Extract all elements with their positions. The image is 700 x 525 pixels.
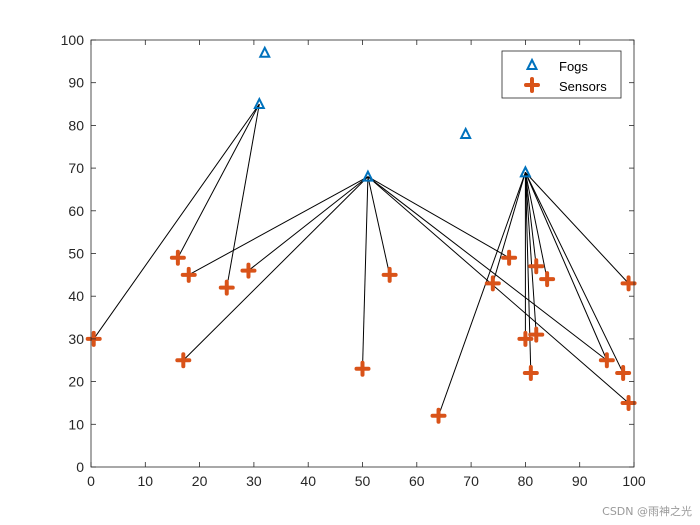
x-tick-label-2: 20 [192,473,208,489]
x-tick-label-10: 100 [622,473,646,489]
sensor-point-8 [430,407,447,424]
x-tick-label-0: 0 [87,473,95,489]
sensor-point-19 [620,275,637,292]
links-layer [93,103,629,416]
sensor-point-10 [501,249,518,266]
link-line-17 [524,172,548,280]
y-tick-label-5: 50 [68,246,84,262]
legend-sensors-label: Sensors [559,79,607,94]
y-tick-label-7: 70 [68,160,84,176]
sensor-point-9 [484,275,501,292]
link-line-16 [524,172,537,267]
legend-fogs-marker [525,57,539,70]
y-tick-label-9: 90 [68,75,84,91]
sensor-point-6 [354,360,371,377]
link-line-5 [248,176,369,271]
legend-box [501,50,622,99]
sensor-point-15 [539,271,556,288]
fog-point-1 [258,45,271,58]
sensor-point-4 [218,279,235,296]
y-tick-label-6: 60 [68,203,84,219]
sensor-point-17 [615,365,632,382]
link-line-4 [188,176,369,276]
x-tick-label-8: 80 [518,473,534,489]
sensor-point-11 [517,330,534,347]
link-line-3 [182,176,369,361]
sensor-point-12 [522,365,539,382]
legend: Fogs Sensors [501,50,622,99]
fog-point-0 [253,96,266,110]
x-tick-label-5: 50 [355,473,371,489]
sensor-point-16 [598,352,615,369]
x-tick-label-3: 30 [246,473,262,489]
x-tick-label-1: 10 [138,473,154,489]
plot-area [91,40,634,467]
link-line-6 [362,176,369,369]
fog-point-4 [519,165,532,178]
link-line-8 [367,176,510,259]
link-line-0 [93,103,260,340]
y-tick-label-2: 20 [68,374,84,390]
y-tick-label-0: 0 [76,459,84,475]
fogs-series [253,45,532,182]
sensor-point-18 [620,394,637,411]
y-tick-label-1: 10 [68,416,84,432]
y-tick-label-10: 100 [61,32,85,48]
x-tick-label-6: 60 [409,473,425,489]
sensor-point-2 [175,352,192,369]
link-line-19 [524,172,624,374]
sensor-point-3 [180,266,197,283]
watermark-text: CSDN @雨神之光 [602,505,692,518]
y-tick-label-4: 40 [68,288,84,304]
x-tick-label-7: 70 [463,473,479,489]
link-line-20 [525,172,629,284]
x-tick-label-9: 90 [572,473,588,489]
link-line-12 [492,172,526,284]
link-line-2 [226,103,260,288]
link-line-7 [367,176,391,275]
x-tick-label-4: 40 [300,473,316,489]
sensor-point-7 [381,266,398,283]
fog-point-3 [459,126,472,139]
link-line-9 [367,176,608,361]
sensor-point-13 [528,326,545,343]
link-line-18 [524,172,608,361]
legend-sensors-marker [524,77,540,93]
sensor-point-5 [240,262,257,279]
y-tick-label-8: 80 [68,117,84,133]
link-line-15 [524,172,537,335]
link-line-11 [438,172,526,416]
link-line-1 [177,103,260,259]
legend-fogs-label: Fogs [559,59,588,74]
link-line-10 [367,176,629,404]
sensor-point-1 [169,249,186,266]
sensor-point-14 [528,258,545,275]
fog-point-2 [361,169,375,182]
axes: 0 10 20 30 40 50 60 70 80 90 100 0 10 20 30 40 50 60 70 80 9… [61,32,646,489]
y-tick-label-3: 30 [68,331,84,347]
